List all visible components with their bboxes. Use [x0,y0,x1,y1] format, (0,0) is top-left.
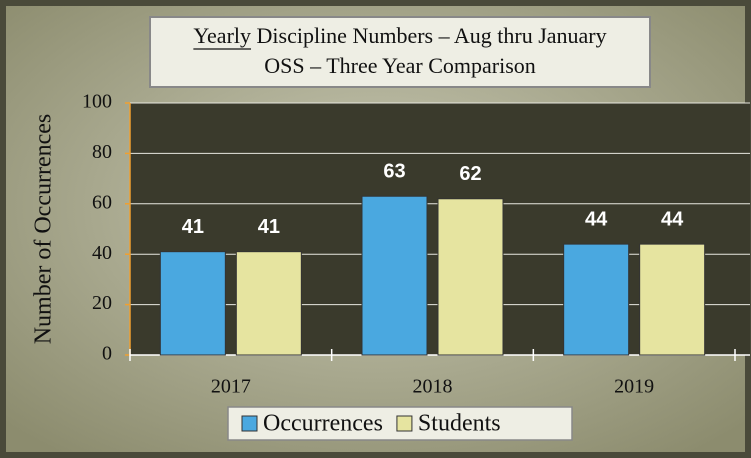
legend-label: Occurrences [263,411,383,437]
y-tick-label: 20 [92,292,112,314]
legend-swatch [241,415,258,432]
chart-title: Yearly Discipline Numbers – Aug thru Jan… [193,23,606,48]
x-tick-label: 2018 [413,376,453,398]
legend-label: Students [418,411,501,437]
bar [563,243,630,356]
legend-swatch [396,415,413,432]
y-tick-label: 0 [102,343,112,365]
data-label: 63 [383,161,405,183]
data-label: 41 [182,216,204,238]
y-tick-label: 80 [92,141,112,163]
title-box [149,16,651,88]
bar [437,198,504,356]
chart-subtitle: OSS – Three Year Comparison [264,53,536,78]
data-label: 44 [661,208,684,230]
y-tick-label: 60 [92,191,112,213]
data-label: 41 [258,216,280,238]
y-axis-label: Number of Occurrences [31,114,57,345]
y-tick-label: 40 [92,242,112,264]
data-label: 44 [585,208,608,230]
x-tick-label: 2019 [614,376,654,398]
bar [235,251,302,356]
bar [639,243,706,356]
y-tick-label: 100 [82,91,112,113]
bar [159,251,226,356]
data-label: 62 [459,163,481,185]
x-tick-label: 2017 [211,376,251,398]
bar [361,195,428,356]
